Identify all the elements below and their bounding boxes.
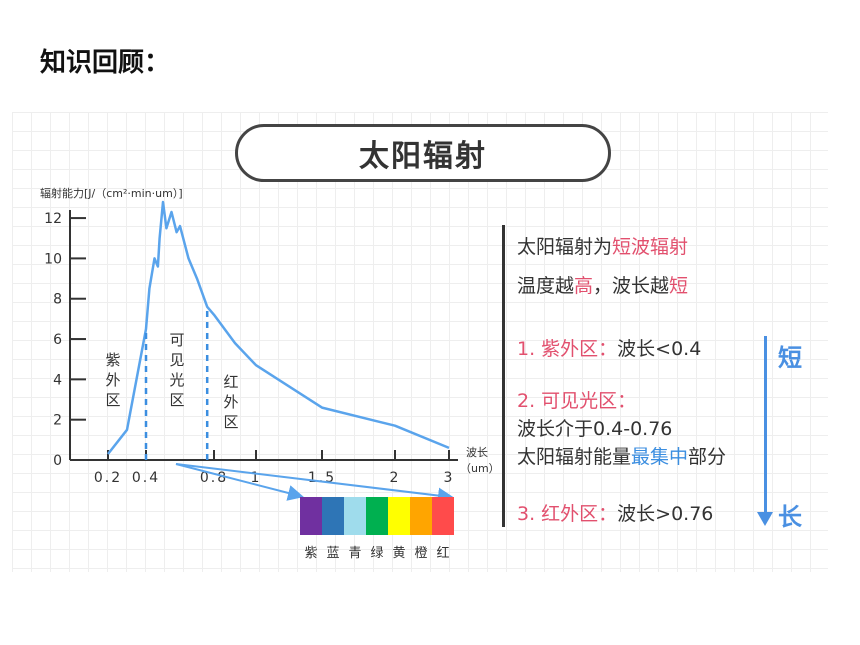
spectrum-swatches [300, 497, 454, 535]
grid-panel [12, 112, 828, 572]
info-line2-highlight-a: 高 [574, 275, 594, 297]
spectrum-swatch [322, 497, 344, 535]
y-tick-label: 4 [53, 372, 62, 388]
y-tick-label: 8 [53, 292, 62, 308]
spectrum-label: 红 [436, 546, 450, 561]
region-char: 区 [169, 391, 185, 409]
y-axis-label: 辐射能力[J/（cm²·min·um）] [40, 186, 183, 200]
x-tick-label: 0.8 [200, 470, 228, 486]
arrow-to-violet [175, 463, 304, 501]
spectrum-swatch [432, 497, 454, 535]
chart-title: 太阳辐射 [235, 124, 611, 182]
region-label-visible: 可见光区 [168, 330, 186, 410]
spectrum-label: 橙 [414, 546, 428, 561]
region-char: 可 [169, 331, 185, 349]
info-item2-range: 波长介于0.4-0.76 [517, 418, 673, 440]
x-tick-label: 0.2 [94, 470, 122, 486]
info-item2-energy: 太阳辐射能量最集中部分 [517, 442, 726, 469]
spectrum-label: 青 [348, 546, 362, 561]
info-line2-text-b: ，波长越 [593, 275, 670, 297]
info-item3-label: 3. 红外区： [517, 503, 618, 525]
region-label-ir: 红外区 [222, 372, 240, 432]
info-item1: 1. 紫外区：波长<0.4 [517, 334, 701, 361]
spectrum-arrows [175, 463, 454, 504]
region-char: 红 [223, 373, 239, 391]
spectrum-swatch [388, 497, 410, 535]
x-tick-label: 3 [444, 470, 455, 486]
chart-axes: 辐射能力[J/（cm²·min·um）] 波长 （um） [40, 186, 500, 475]
region-char: 紫 [105, 351, 121, 369]
short-label: 短 [778, 344, 802, 372]
radiation-curve [107, 200, 450, 455]
long-label: 长 [778, 503, 802, 531]
info-item2-text-a: 太阳辐射能量 [517, 446, 632, 468]
info-item1-label: 1. 紫外区： [517, 338, 618, 360]
spectrum-label: 紫 [304, 546, 318, 561]
x-tick-label: 2 [390, 470, 401, 486]
x-tick-label: 1 [251, 470, 262, 486]
region-char: 外 [223, 393, 239, 411]
spectrum-labels: 紫蓝青绿黄橙红 [300, 542, 454, 561]
info-line1-highlight: 短波辐射 [612, 236, 689, 258]
info-item3-value: 波长>0.76 [617, 503, 714, 525]
y-tick-label: 0 [53, 453, 62, 469]
info-line1-text: 太阳辐射为 [517, 236, 613, 258]
region-char: 光 [169, 371, 185, 389]
region-label-uv: 紫外区 [104, 350, 122, 410]
chart-dividers [144, 306, 209, 460]
y-tick-label: 10 [44, 251, 62, 267]
arrow-down-icon [757, 512, 773, 526]
x-tick-label: 0.4 [132, 470, 160, 486]
spectrum-swatch [344, 497, 366, 535]
x-axis-label-line2: （um） [460, 462, 500, 475]
region-char: 见 [169, 351, 185, 369]
spectrum-label: 绿 [370, 546, 384, 561]
info-item2-highlight: 最集中 [631, 446, 689, 468]
region-char: 区 [223, 413, 239, 431]
info-item2-label-text: 2. 可见光区： [517, 390, 637, 412]
info-item2-text-b: 部分 [688, 446, 727, 468]
info-line2-highlight-b: 短 [669, 275, 689, 297]
x-axis-label-line1: 波长 [466, 446, 488, 459]
divider-line [502, 225, 505, 527]
page-heading: 知识回顾： [40, 48, 171, 78]
spectrum-label: 黄 [392, 546, 406, 561]
arrow-to-red [175, 463, 454, 504]
info-item3: 3. 红外区：波长>0.76 [517, 499, 713, 526]
chart-series [107, 200, 450, 455]
spectrum-swatch [366, 497, 388, 535]
spectrum-label: 蓝 [326, 546, 340, 561]
region-char: 区 [105, 391, 121, 409]
spectrum-swatch [410, 497, 432, 535]
info-line2-text-a: 温度越 [517, 275, 575, 297]
y-tick-label: 6 [53, 332, 62, 348]
info-line1: 太阳辐射为短波辐射 [517, 232, 688, 259]
info-line2: 温度越高，波长越短 [517, 271, 688, 298]
info-item2-label: 2. 可见光区： [517, 386, 636, 413]
spectrum-swatch [300, 497, 322, 535]
y-tick-label: 12 [44, 211, 62, 227]
info-item1-value: 波长<0.4 [617, 338, 702, 360]
y-tick-label: 2 [53, 413, 62, 429]
wavelength-arrow [764, 336, 767, 518]
region-char: 外 [105, 371, 121, 389]
